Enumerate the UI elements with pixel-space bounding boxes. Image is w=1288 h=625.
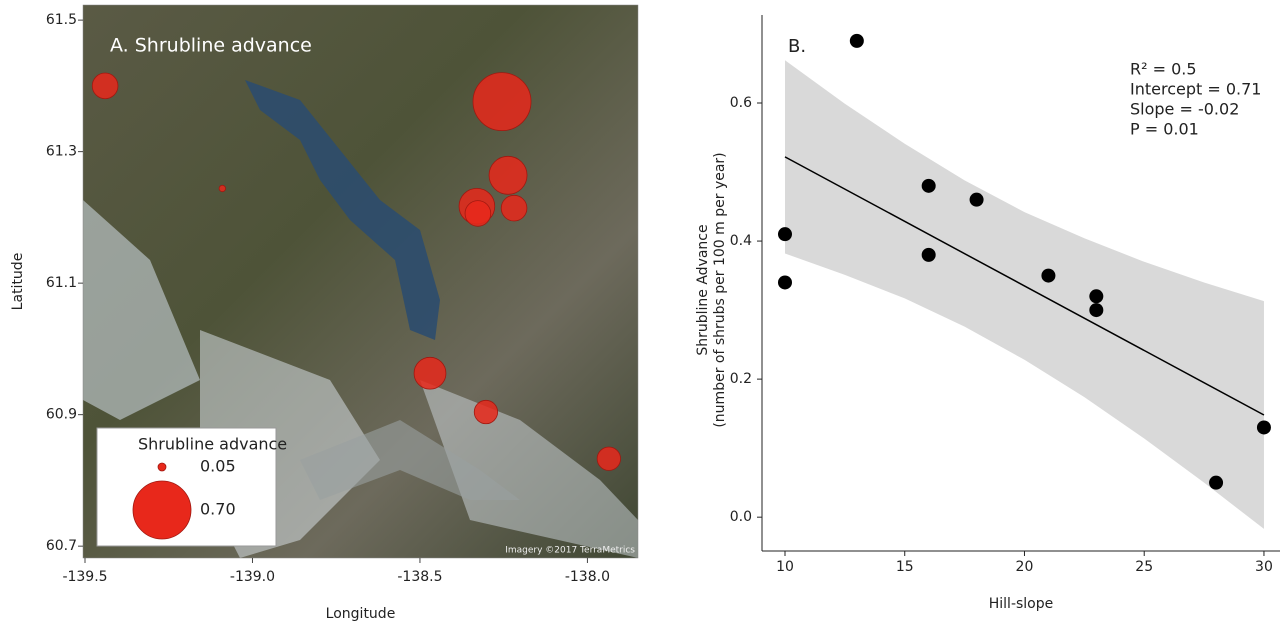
x-tick-label: -139.0 bbox=[230, 569, 275, 585]
point bbox=[922, 179, 936, 193]
bubble bbox=[473, 73, 531, 131]
bubble bbox=[219, 185, 225, 191]
y-tick-label: 0.2 bbox=[730, 371, 752, 387]
point bbox=[1257, 420, 1271, 434]
x-tick-label: 20 bbox=[1016, 559, 1034, 575]
point bbox=[850, 34, 864, 48]
y-axis-label: Latitude bbox=[10, 253, 26, 311]
point bbox=[1209, 476, 1223, 490]
figure: -139.5 -139.0 -138.5 -138.0 60.7 60.9 61.1 61.3… bbox=[0, 0, 1288, 625]
legend-bubble bbox=[158, 463, 166, 471]
x-axis-label: Hill-slope bbox=[989, 596, 1054, 612]
x-tick-label: 15 bbox=[896, 559, 914, 575]
map-annotation: A. Shrubline advance bbox=[110, 35, 312, 57]
x-tick-label: -138.0 bbox=[565, 569, 610, 585]
x-axis-label: Longitude bbox=[326, 606, 396, 622]
y-tick-label: 0.4 bbox=[730, 233, 752, 249]
y-axis-label: (number of shrubs per 100 m per year) bbox=[712, 152, 728, 427]
point bbox=[970, 193, 984, 207]
point bbox=[778, 275, 792, 289]
bubble bbox=[489, 156, 527, 194]
y-tick-label: 0.6 bbox=[730, 95, 752, 111]
x-tick-label: -138.5 bbox=[397, 569, 442, 585]
map-credit: Imagery ©2017 TerraMetrics bbox=[505, 546, 635, 556]
x-tick-label: 30 bbox=[1255, 559, 1273, 575]
bubble bbox=[92, 73, 118, 99]
bubble bbox=[414, 357, 446, 389]
point bbox=[1089, 303, 1103, 317]
bubble bbox=[501, 195, 527, 221]
stat-text: Slope = -0.02 bbox=[1130, 100, 1239, 119]
legend-bubble bbox=[133, 481, 191, 539]
point bbox=[1041, 269, 1055, 283]
legend-title: Shrubline advance bbox=[138, 435, 287, 454]
panel-annotation: B. bbox=[788, 36, 806, 57]
bubble bbox=[465, 201, 491, 227]
bubble bbox=[474, 400, 497, 423]
point bbox=[922, 248, 936, 262]
stat-text: Intercept = 0.71 bbox=[1130, 80, 1261, 99]
y-tick-label: 0.0 bbox=[730, 509, 752, 525]
legend-label: 0.05 bbox=[200, 457, 236, 476]
y-tick-label: 61.3 bbox=[46, 144, 77, 160]
y-tick-label: 61.1 bbox=[46, 275, 77, 291]
bubble bbox=[597, 447, 620, 470]
stat-text: P = 0.01 bbox=[1130, 120, 1199, 139]
y-tick-label: 60.7 bbox=[46, 538, 77, 554]
point bbox=[1089, 289, 1103, 303]
x-tick-label: 25 bbox=[1135, 559, 1153, 575]
legend-label: 0.70 bbox=[200, 500, 236, 519]
x-tick-label: 10 bbox=[776, 559, 794, 575]
x-tick-label: -139.5 bbox=[62, 569, 107, 585]
y-tick-label: 60.9 bbox=[46, 407, 77, 423]
stat-text: R² = 0.5 bbox=[1130, 60, 1197, 79]
y-tick-label: 61.5 bbox=[46, 12, 77, 28]
y-axis-label: Shrubline Advance bbox=[695, 224, 711, 355]
point bbox=[778, 227, 792, 241]
